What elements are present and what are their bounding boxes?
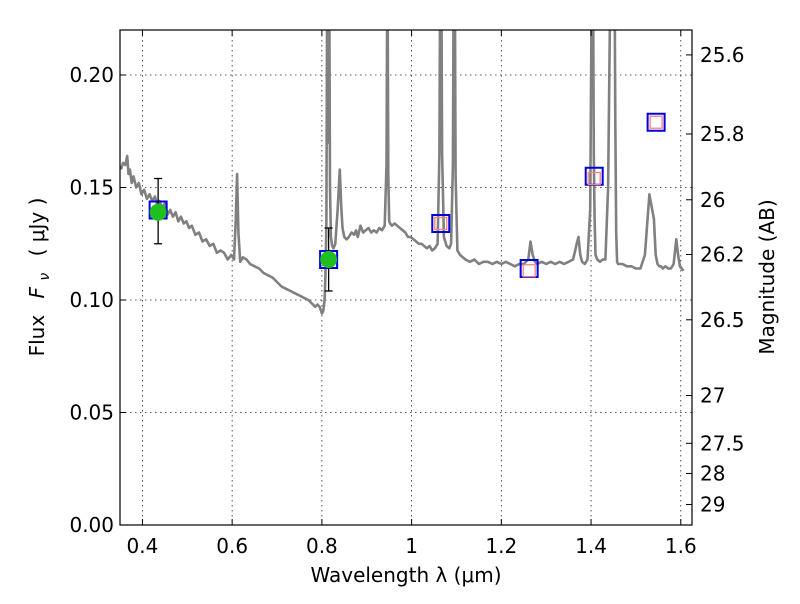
- right-axis-label: Magnitude (AB): [755, 199, 779, 354]
- y-axis-label: Flux F ν ( μJy ): [25, 198, 54, 357]
- upper-limit-point: [522, 264, 536, 278]
- x-tick-label: 0.8: [306, 534, 338, 558]
- upper-limit-point: [649, 115, 663, 129]
- x-axis-label: Wavelength λ (μm): [310, 563, 501, 587]
- y-tick-label: 0.10: [69, 288, 114, 312]
- right-tick-label: 26: [700, 188, 725, 212]
- model-photometry-box: [646, 112, 666, 132]
- model-spectrum-layer: [120, 30, 685, 315]
- upper-limit-point: [587, 171, 601, 186]
- right-tick-label: 27: [700, 384, 725, 408]
- y-axis-label-symbol: F: [25, 286, 49, 298]
- y-axis-label-text: Flux: [25, 315, 49, 357]
- x-tick-label: 1.2: [485, 534, 517, 558]
- right-tick-label: 29: [700, 492, 725, 516]
- detected-flux-point: [320, 251, 338, 268]
- x-tick-label: 1: [405, 534, 418, 558]
- axis-ticks: 0.4 0.6 0.8 1 1.2 1.4 1.6 0.00 0.05 0.10 0.15 0.20 2…: [69, 30, 745, 558]
- y-tick-label: 0.20: [69, 63, 114, 87]
- upper-limit-point: [434, 216, 448, 231]
- grid-lines: [120, 30, 692, 526]
- x-tick-label: 0.4: [127, 534, 159, 558]
- y-tick-label: 0.15: [69, 176, 114, 200]
- x-tick-label: 1.4: [575, 534, 607, 558]
- y-tick-label: 0.05: [69, 401, 114, 425]
- x-tick-label: 0.6: [216, 534, 248, 558]
- right-tick-label: 25.6: [700, 43, 745, 67]
- y-tick-label: 0.00: [69, 513, 114, 537]
- y-axis-label-unit: ( μJy ): [25, 198, 49, 257]
- right-tick-label: 26.2: [700, 242, 745, 266]
- y-axis-label-subscript: ν: [37, 273, 53, 281]
- plot-frame: [119, 29, 693, 526]
- x-tick-label: 1.6: [665, 534, 697, 558]
- right-tick-label: 27.5: [700, 431, 745, 455]
- right-tick-label: 28: [700, 461, 725, 485]
- model-spectrum-line: [120, 30, 685, 315]
- model-photometry-box: [431, 214, 451, 233]
- photometry-points: [148, 112, 666, 292]
- detected-flux-point: [149, 203, 167, 221]
- right-tick-label: 26.5: [700, 308, 745, 332]
- right-tick-label: 25.8: [700, 122, 745, 146]
